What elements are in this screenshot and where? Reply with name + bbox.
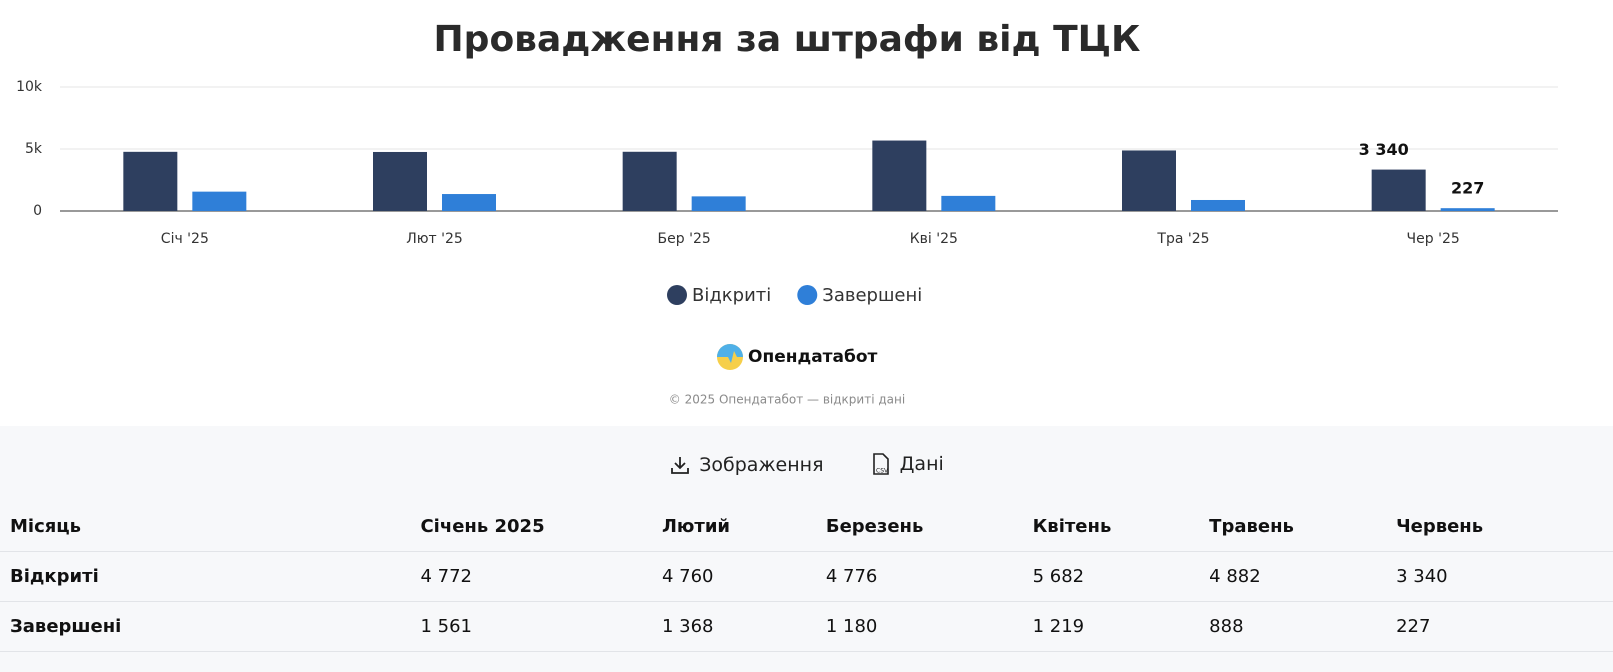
brand-logo <box>717 344 743 370</box>
table-cell: 4 776 <box>815 551 1023 602</box>
table-cell: 3 340 <box>1386 551 1613 602</box>
bar <box>442 194 496 211</box>
header-cell: Квітень <box>1022 502 1200 552</box>
table-row: Відкриті 4 772 4 760 4 776 5 682 4 882 3 340 <box>0 551 1613 602</box>
bar <box>1122 150 1176 211</box>
bar <box>1191 199 1245 211</box>
header-cell: Місяць <box>0 502 411 552</box>
header-cell: Травень <box>1199 502 1387 552</box>
bar <box>1371 169 1426 211</box>
table-cell: 1 180 <box>815 601 1023 652</box>
table-row: Завершені 1 561 1 368 1 180 1 219 888 227 <box>0 601 1613 652</box>
x-tick-label: Чер '25 <box>1407 231 1460 247</box>
legend-marker <box>667 285 687 305</box>
data-label: 227 <box>1451 179 1484 198</box>
table-cell: 1 219 <box>1022 601 1200 652</box>
chart: Провадження за штрафи від ТЦК Опендатабо… <box>16 19 1558 407</box>
brand: Опендатабот <box>748 347 878 367</box>
header-cell: Лютий <box>651 502 816 552</box>
x-tick-label: Бер '25 <box>658 231 711 247</box>
y-tick-label: 0 <box>33 203 42 219</box>
csv-icon: CSV <box>872 453 889 475</box>
table-cell: Завершені <box>0 601 411 652</box>
button-label: Дані <box>899 453 944 475</box>
bar <box>123 151 178 211</box>
table-cell: 1 368 <box>651 601 816 652</box>
download-data-button[interactable]: CSV Дані <box>870 452 944 476</box>
data-label: 3 340 <box>1359 140 1409 159</box>
x-tick-label: Січ '25 <box>161 231 209 247</box>
x-tick-label: Лют '25 <box>406 231 463 247</box>
x-tick-label: Тра '25 <box>1156 231 1209 247</box>
table-cell: 4 772 <box>410 551 652 602</box>
bar <box>192 191 247 211</box>
bar <box>622 151 677 211</box>
table-cell: 4 760 <box>651 551 816 602</box>
lower-panel: Зображення CSV Дані Місяць Січень 2025 Лют… <box>0 426 1613 672</box>
table-cell: 4 882 <box>1199 551 1387 602</box>
table-cell: 1 561 <box>410 601 652 652</box>
button-label: Зображення <box>699 454 824 476</box>
chart-title: Провадження за штрафи від ТЦК <box>434 19 1141 60</box>
table-cell: Відкриті <box>0 551 411 602</box>
x-tick-label: Кві '25 <box>910 231 958 247</box>
download-image-button[interactable]: Зображення <box>669 454 824 476</box>
table-cell: 227 <box>1386 601 1613 652</box>
bar <box>941 195 996 211</box>
legend-marker <box>797 285 818 305</box>
header-cell: Січень 2025 <box>410 502 652 552</box>
buttons: Зображення CSV Дані <box>0 452 1613 481</box>
bar <box>373 151 427 211</box>
svg-text:CSV: CSV <box>876 468 889 475</box>
table-cell: 5 682 <box>1022 551 1200 602</box>
copyright: © 2025 Опендатабот — відкриті дані <box>669 393 905 407</box>
header-cell: Березень <box>815 502 1023 552</box>
y-tick-label: 10k <box>16 79 43 95</box>
header-row: Місяць Січень 2025 Лютий Березень Квітень Тра… <box>0 502 1613 552</box>
legend-label: Завершені <box>822 285 922 306</box>
legend-label: Відкриті <box>692 285 771 306</box>
bar <box>1440 208 1495 211</box>
header-cell: Червень <box>1386 502 1613 552</box>
table-cell: 888 <box>1199 601 1387 652</box>
bar <box>872 140 927 211</box>
download-icon <box>671 457 690 474</box>
bar <box>691 196 746 211</box>
y-tick-label: 5k <box>25 141 43 157</box>
data-table: Місяць Січень 2025 Лютий Березень Квітень Тра… <box>0 502 1613 652</box>
